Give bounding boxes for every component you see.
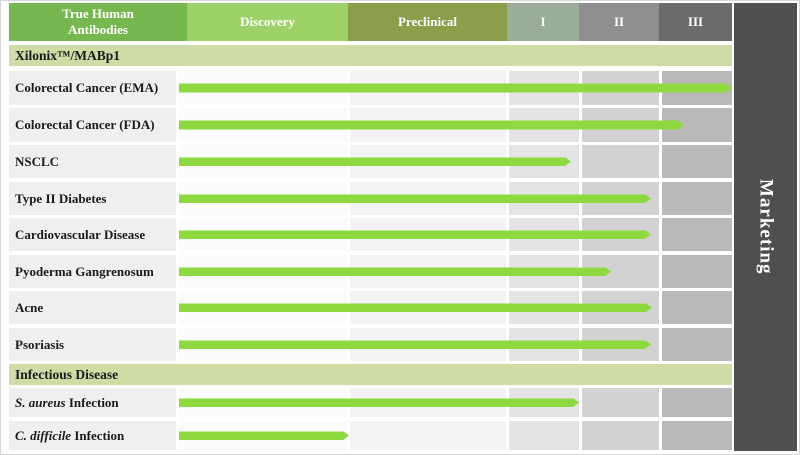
progress-bar [179, 340, 651, 349]
section-title: Xilonix™/MABp1 [15, 47, 121, 63]
cell-phase-3 [662, 388, 732, 417]
row-label: NSCLC [9, 145, 176, 178]
cell-phase-2 [582, 388, 659, 417]
cell-phase-3 [662, 255, 732, 288]
section-band-infectious-disease: Infectious Disease [9, 364, 732, 385]
progress-bar [179, 398, 579, 407]
marketing-label: Marketing [755, 179, 777, 275]
row-label: S. aureus Infection [9, 388, 176, 417]
phase-header-preclinical: Preclinical [348, 3, 507, 41]
cell-preclinical [350, 421, 506, 450]
section-band-xilonix: Xilonix™/MABp1 [9, 45, 732, 66]
pipeline-row-acne: Acne [1, 291, 799, 324]
phase-header-phase-2: II [579, 3, 659, 41]
cell-phase-3 [662, 182, 732, 215]
cell-phase-3 [662, 328, 732, 361]
pipeline-row-type-ii-diabetes: Type II Diabetes [1, 182, 799, 215]
section-title: Infectious Disease [15, 366, 119, 382]
pipeline-row-pyoderma-gangrenosum: Pyoderma Gangrenosum [1, 255, 799, 288]
phase-header-label: I [540, 14, 546, 30]
phase-header-phase-3: III [659, 3, 732, 41]
pipeline-row-cardiovascular-disease: Cardiovascular Disease [1, 218, 799, 251]
phase-header-label: III [687, 14, 704, 30]
phase-header-phase-1: I [507, 3, 579, 41]
phase-header-discovery: Discovery [187, 3, 348, 41]
pipeline-row-c-difficile-infection: C. difficile Infection [1, 421, 799, 450]
row-label: Colorectal Cancer (FDA) [9, 108, 176, 142]
progress-bar [179, 194, 651, 203]
cell-phase-1 [509, 421, 579, 450]
cell-phase-3 [662, 421, 732, 450]
phase-header-label: Discovery [240, 14, 295, 30]
row-label: C. difficile Infection [9, 421, 176, 450]
phase-header-label: Preclinical [398, 14, 457, 30]
marketing-banner: Marketing [734, 3, 797, 451]
progress-bar [179, 230, 651, 239]
phase-header-label: II [613, 14, 625, 30]
row-label: Pyoderma Gangrenosum [9, 255, 176, 288]
pipeline-row-colorectal-cancer-ema: Colorectal Cancer (EMA) [1, 71, 799, 105]
pipeline-row-psoriasis: Psoriasis [1, 328, 799, 361]
pipeline-row-nsclc: NSCLC [1, 145, 799, 178]
row-label: Cardiovascular Disease [9, 218, 176, 251]
cell-phase-2 [582, 145, 659, 178]
cell-phase-3 [662, 218, 732, 251]
pipeline-row-colorectal-cancer-fda: Colorectal Cancer (FDA) [1, 108, 799, 142]
phase-header-true-human-antibodies: True Human Antibodies [9, 3, 187, 41]
progress-bar [179, 84, 732, 93]
cell-phase-2 [582, 421, 659, 450]
progress-bar [179, 431, 349, 440]
progress-bar [179, 157, 571, 166]
progress-bar [179, 267, 611, 276]
phase-header-label: True Human Antibodies [62, 6, 134, 37]
row-label: Type II Diabetes [9, 182, 176, 215]
row-label: Psoriasis [9, 328, 176, 361]
cell-phase-3 [662, 291, 732, 324]
cell-phase-3 [662, 145, 732, 178]
row-label: Acne [9, 291, 176, 324]
pipeline-row-s-aureus-infection: S. aureus Infection [1, 388, 799, 417]
progress-bar [179, 121, 684, 130]
progress-bar [179, 303, 652, 312]
row-label: Colorectal Cancer (EMA) [9, 71, 176, 105]
